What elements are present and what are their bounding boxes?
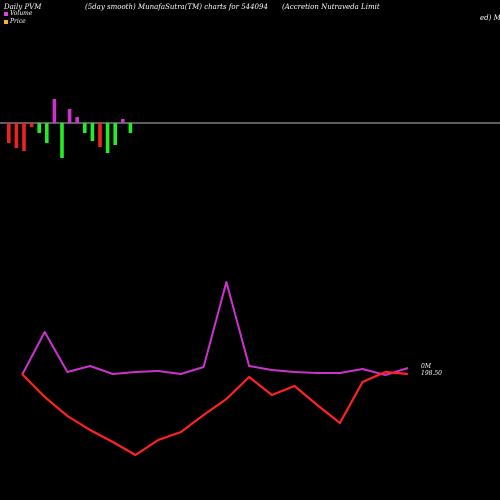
pvm-bar <box>52 99 57 123</box>
pvm-bar <box>90 123 95 141</box>
pvm-bar <box>22 123 26 151</box>
chart-title-right-wrap: ed) M <box>480 14 500 22</box>
price-line <box>21 370 409 457</box>
volume-end-label: 0M <box>421 363 431 370</box>
pvm-bar <box>67 109 72 123</box>
price-volume-lines <box>21 281 409 457</box>
legend-volume-swatch <box>4 11 8 16</box>
pvm-bars <box>7 99 133 158</box>
pvm-bar <box>7 123 11 143</box>
pvm-bar <box>37 123 41 133</box>
pvm-bar <box>105 123 110 153</box>
pvm-bar <box>29 123 34 127</box>
price-end-label: 198.50 <box>421 370 442 377</box>
pvm-bar <box>121 119 125 123</box>
pvm-bar <box>98 123 102 147</box>
legend-price-label: Price <box>10 18 26 25</box>
legend-price-swatch <box>4 19 8 24</box>
pvm-bar <box>113 123 117 145</box>
legend-volume: Volume <box>4 10 32 17</box>
legend-price: Price <box>4 18 26 25</box>
pvm-bar <box>14 123 19 148</box>
pvm-bar <box>60 123 64 158</box>
volume-line <box>21 281 409 376</box>
pvm-bar <box>83 123 87 133</box>
pvm-bar <box>45 123 49 143</box>
chart-title-left: Daily PVM <box>4 3 42 11</box>
chart-title-middle: (5day smooth) MunafaSutra(TM) charts for… <box>85 3 268 11</box>
chart-title-right: (Accretion Nutraveda Limit <box>282 3 380 11</box>
pvm-bar <box>128 123 133 133</box>
legend-volume-label: Volume <box>10 10 33 17</box>
pvm-bar <box>75 117 79 123</box>
